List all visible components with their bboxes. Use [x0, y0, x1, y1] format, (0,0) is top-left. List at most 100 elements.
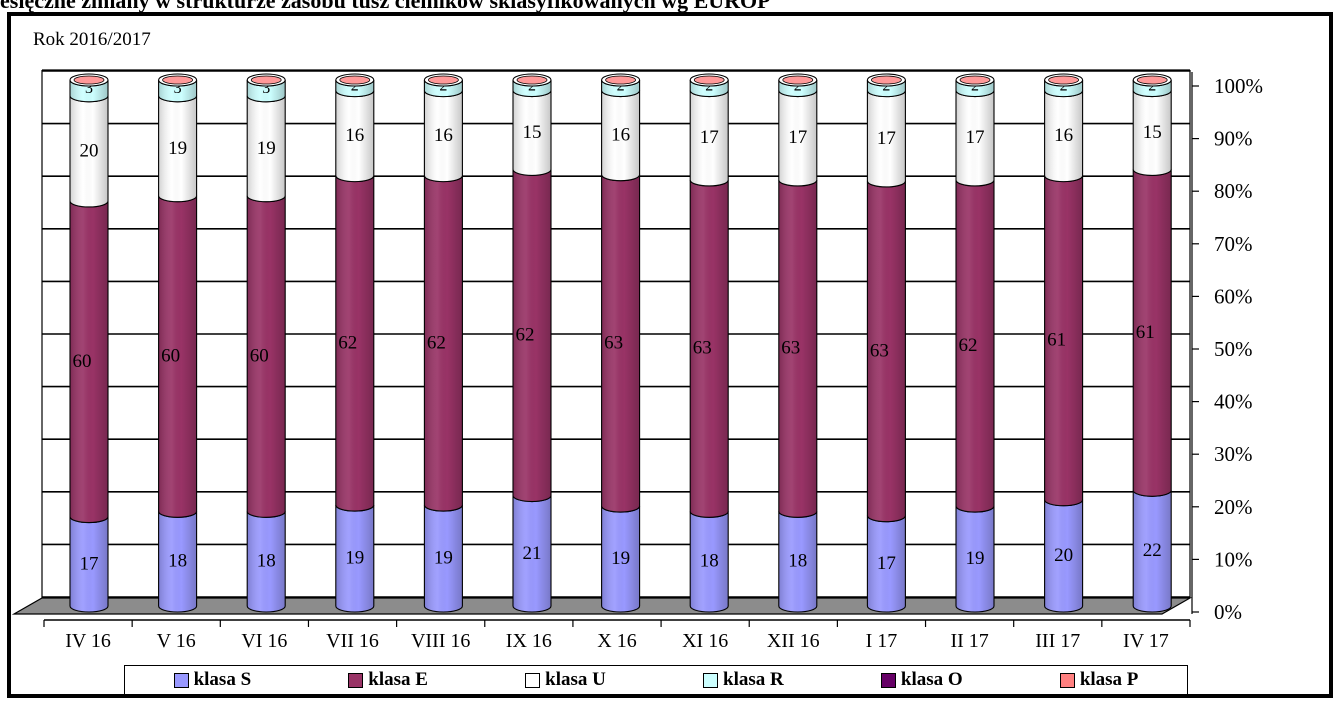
bar-segment-shade: [690, 90, 729, 186]
bar-data-label: 20: [1054, 545, 1073, 566]
bar-stack: 18 60 19 3 VI 16: [241, 73, 287, 652]
bar-top-cap-inner: [73, 75, 105, 85]
bar-data-label: 19: [434, 548, 453, 569]
bar-data-label: 63: [781, 338, 800, 359]
x-tick-label: II 17: [950, 630, 988, 652]
bar-data-label: 18: [700, 551, 719, 572]
bar-segment-shade: [867, 180, 906, 522]
bar-segment-shade: [1044, 80, 1083, 97]
bar-segment-shade: [70, 95, 109, 207]
legend-label: klasa P: [1079, 669, 1139, 690]
y-tick-label: 80%: [1214, 179, 1253, 203]
bar-stack: 1963162X 16: [597, 73, 641, 652]
bar-segment-shade: [1133, 490, 1172, 612]
x-tick-label: XI 16: [682, 630, 728, 652]
bar-segment-shade: [601, 90, 640, 181]
bar-data-label: 19: [966, 548, 985, 569]
bar-segment-shade: [335, 90, 374, 182]
bar-data-label: 18: [788, 551, 807, 572]
bar-data-label: 62: [959, 335, 978, 356]
bar-data-label: 18: [168, 551, 187, 572]
bar-top-cap-inner: [782, 75, 814, 85]
bar-data-label: 17: [966, 127, 985, 148]
bar-stack: 1863172XI 16: [682, 73, 729, 652]
legend-label: klasa E: [368, 669, 428, 690]
bar-stack: 1962172II 17: [950, 73, 995, 652]
bar-segment-shade: [1044, 90, 1083, 182]
bar-segment-shade: [778, 179, 817, 518]
bar-segment-shade: [424, 175, 463, 512]
bar-segment-shade: [956, 506, 994, 612]
bar-top-cap-inner: [871, 75, 902, 85]
bar-stack: 1763172I 17: [866, 73, 906, 652]
bar-segment-shade: [335, 505, 374, 612]
bar-segment-shade: [867, 90, 906, 187]
bar-segment-shade: [335, 80, 374, 97]
bar-top-cap-inner: [427, 75, 459, 85]
bar-segment-shade: [601, 506, 640, 612]
bar-segment-shade: [1044, 499, 1083, 612]
bar-data-label: 19: [345, 548, 364, 569]
x-tick-label: I 17: [866, 630, 898, 652]
y-tick-label: 100%: [1214, 74, 1263, 98]
bar-segment-shade: [601, 80, 640, 97]
bar-data-label: 16: [345, 125, 364, 146]
x-tick-label: IX 16: [506, 630, 552, 652]
bar-data-label: 19: [257, 138, 276, 159]
bar-segment-shade: [1133, 80, 1172, 97]
bar-top-cap-inner: [339, 75, 371, 85]
bar-data-label: 61: [1047, 330, 1066, 351]
bar-top-cap-inner: [516, 75, 548, 85]
bar-segment-shade: [956, 179, 994, 513]
y-tick-label: 20%: [1214, 495, 1253, 519]
x-tick-label: VIII 16: [411, 630, 470, 652]
bar-data-label: 17: [877, 128, 896, 149]
bar-data-label: 19: [611, 548, 630, 569]
bar-data-label: 60: [73, 351, 92, 372]
bar-data-label: 15: [1143, 122, 1162, 143]
bar-segment-shade: [513, 495, 551, 612]
bar-segment-shade: [70, 200, 109, 523]
bar-top-cap-inner: [693, 75, 725, 85]
bar-stack: 1863172XII 16: [767, 73, 820, 652]
legend-swatch: [703, 672, 718, 688]
bar-segment-shade: [424, 505, 463, 612]
y-tick-label: 10%: [1214, 547, 1253, 571]
bar-segment-shade: [247, 195, 286, 518]
bar-data-label: 63: [870, 340, 889, 361]
legend-item: klasa U: [525, 669, 606, 691]
bar-data-label: 17: [700, 127, 719, 148]
bar-data-label: 3: [174, 80, 182, 97]
x-tick-label: VI 16: [241, 630, 287, 652]
bar-data-label: 60: [161, 346, 180, 367]
bar-segment-shade: [778, 511, 817, 612]
bar-data-label: 17: [80, 553, 99, 574]
legend-label: klasa R: [723, 669, 784, 690]
y-tick-label: 60%: [1214, 284, 1253, 308]
legend-item: klasa E: [348, 669, 428, 691]
bar-data-label: 20: [80, 140, 99, 161]
legend-label: klasa O: [900, 669, 963, 690]
bar-segment-shade: [778, 80, 817, 97]
bar-stack: 2061162III 17: [1035, 73, 1084, 652]
bar-top-cap-inner: [162, 75, 194, 85]
y-tick-label: 70%: [1214, 232, 1253, 256]
legend-swatch: [880, 672, 896, 688]
bar-data-label: 16: [611, 125, 630, 146]
bar-segment-shade: [513, 169, 551, 502]
bar-segment-shade: [956, 90, 994, 186]
bar-segment-shade: [247, 511, 286, 612]
chart-title: esięczne zmiany w strukturze zasobu tusz…: [0, 0, 771, 13]
bar-stack: 2261152IV 17: [1123, 73, 1172, 652]
bar-data-label: 15: [523, 122, 542, 143]
bar-data-label: 3: [262, 80, 270, 97]
bar-stack: 17 60 20 3 IV 16: [65, 73, 111, 652]
bar-data-label: 22: [1143, 540, 1162, 561]
bar-segment-shade: [158, 511, 197, 612]
bar-segment-shade: [867, 80, 906, 97]
y-tick-label: 0%: [1214, 600, 1242, 624]
bar-segment-shade: [601, 174, 640, 513]
legend-item: klasa P: [1059, 669, 1139, 691]
bar-segment-shade: [424, 80, 463, 97]
